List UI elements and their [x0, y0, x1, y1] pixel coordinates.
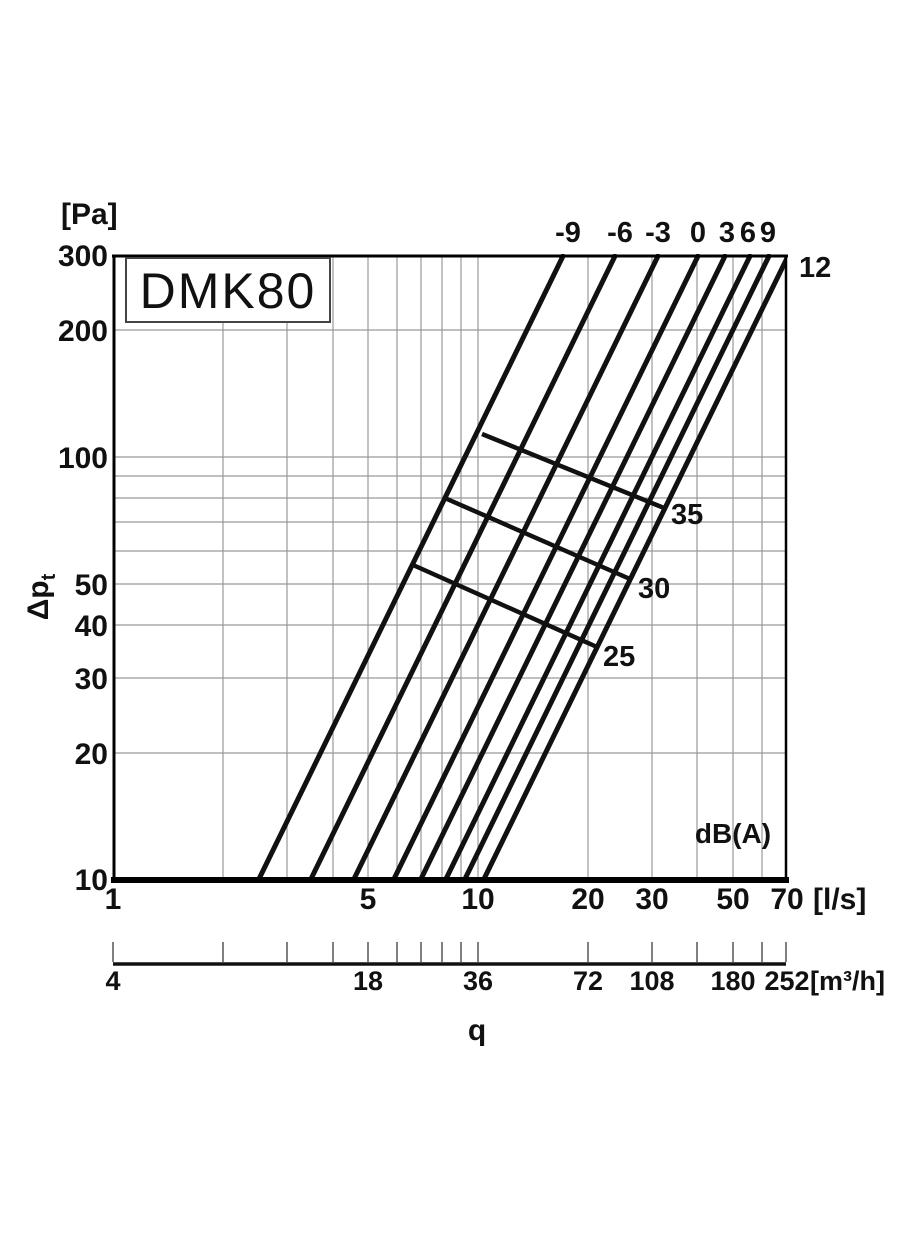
x2-tick-108: 108 — [629, 966, 674, 996]
secondary-axis-labels: 4 18 36 72 108 180 252 [m³/h] — [105, 966, 885, 996]
x2-tick-18: 18 — [353, 966, 383, 996]
x2-tick-36: 36 — [463, 966, 493, 996]
contour-label-30: 30 — [638, 573, 670, 605]
x2-axis-unit-label: [m³/h] — [810, 966, 885, 996]
fan-label-9: 9 — [760, 217, 776, 249]
secondary-axis: 4 18 36 72 108 180 252 [m³/h] — [105, 942, 885, 996]
y-tick-100: 100 — [58, 442, 108, 475]
x2-tick-4: 4 — [105, 966, 120, 996]
grid-lines — [113, 255, 786, 880]
dba-unit-label: dB(A) — [695, 818, 771, 849]
fan-label-12: 12 — [799, 252, 831, 284]
x2-tick-180: 180 — [710, 966, 755, 996]
x-axis-title: q — [468, 1014, 486, 1047]
x-tick-5: 5 — [360, 883, 377, 916]
fan-curves — [255, 254, 786, 881]
secondary-axis-ticks — [112, 942, 787, 962]
x-axis-unit-label: [l/s] — [813, 883, 866, 916]
fan-label-minus6: -6 — [607, 217, 633, 249]
x-tick-10: 10 — [461, 883, 494, 916]
model-title-box: DMK80 — [125, 257, 331, 323]
y-axis-unit-label: [Pa] — [61, 198, 118, 231]
fan-label-minus3: -3 — [645, 217, 671, 249]
x-tick-20: 20 — [571, 883, 604, 916]
x-tick-labels: 1 5 10 20 30 50 70 [l/s] — [105, 883, 867, 916]
contour-label-25: 25 — [603, 641, 635, 673]
fan-label-0: 0 — [690, 217, 706, 249]
x-tick-50: 50 — [716, 883, 749, 916]
contour-label-35: 35 — [671, 499, 703, 531]
y-tick-40: 40 — [75, 610, 108, 643]
fan-label-minus9: -9 — [555, 217, 581, 249]
y-tick-300: 300 — [58, 240, 108, 273]
y-axis-title: Δpt — [22, 573, 60, 620]
y-tick-30: 30 — [75, 663, 108, 696]
x-tick-1: 1 — [105, 883, 122, 916]
x2-tick-252: 252 — [764, 966, 809, 996]
y-tick-20: 20 — [75, 738, 108, 771]
fan-line-labels: -9 -6 -3 0 3 6 9 12 — [555, 217, 831, 284]
y-tick-10: 10 — [75, 864, 108, 897]
model-title: DMK80 — [140, 263, 317, 319]
x-tick-70: 70 — [770, 883, 803, 916]
y-tick-50: 50 — [75, 569, 108, 602]
plot-border — [111, 254, 789, 883]
y-tick-200: 200 — [58, 315, 108, 348]
noise-contour-labels: 35 30 25 — [603, 499, 703, 673]
x2-tick-72: 72 — [573, 966, 603, 996]
fan-label-3: 3 — [719, 217, 735, 249]
noise-contours — [412, 431, 665, 650]
x-tick-30: 30 — [635, 883, 668, 916]
y-tick-labels: 300 200 100 50 40 30 20 10 — [58, 240, 108, 897]
fan-label-6: 6 — [740, 217, 756, 249]
